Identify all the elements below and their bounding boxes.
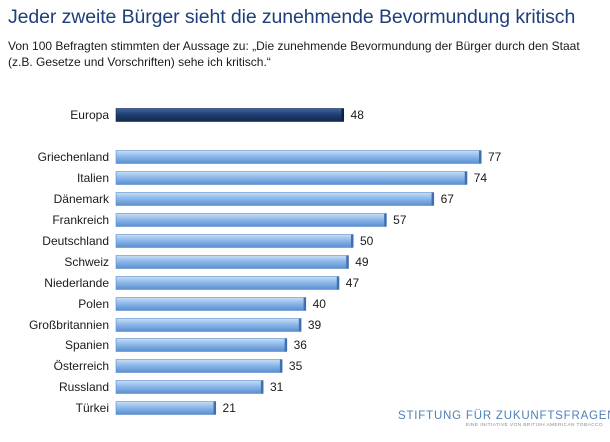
logo-name: STIFTUNG FÜR ZUKUNFTSFRAGEN [398,410,610,422]
bar [115,150,482,164]
bar-end-cap [336,276,340,290]
value-label: 74 [474,171,488,185]
bar [115,192,434,206]
bar-end-cap [346,255,349,269]
bar [115,401,216,415]
bar-end-cap [279,359,283,373]
bar [115,234,354,248]
value-label: 47 [346,276,360,290]
value-label: 39 [308,318,322,332]
bar-highlight [115,108,344,122]
value-label: 21 [223,401,237,415]
value-label: 48 [351,108,365,122]
bar-end-cap [464,171,468,185]
value-label: 31 [270,380,284,394]
bar-end-cap [431,192,435,206]
category-label: Dänemark [54,192,110,206]
bar [115,276,340,290]
category-label: Türkei [76,401,109,415]
bar-end-cap [351,234,354,248]
logo-tagline: EINE INITIATIVE VON BRITISH AMERICAN TOB… [465,423,603,428]
category-label: Österreich [54,359,109,373]
category-label: Deutschland [42,234,109,248]
category-label: Russland [59,380,109,394]
bar [115,380,264,394]
bar [115,255,349,269]
category-label: Frankreich [52,213,109,227]
chart-subtitle: Von 100 Befragten stimmten der Aussage z… [8,39,580,69]
chart-title: Jeder zweite Bürger sieht die zunehmende… [8,6,576,28]
bar-end-cap [384,213,387,227]
bar-end-cap [341,108,345,122]
bar-end-cap [284,338,288,352]
bar [115,213,387,227]
bar [115,297,306,311]
bar-end-cap [260,380,264,394]
bar [115,171,468,185]
bar-end-cap [478,150,482,164]
value-label: 57 [393,213,407,227]
category-label: Schweiz [64,255,109,269]
bar [115,318,302,332]
value-label: 67 [441,192,455,206]
bar [115,338,287,352]
category-label: Großbritannien [29,318,109,332]
bar [115,359,283,373]
category-label: Spanien [65,338,109,352]
category-label: Griechenland [38,150,109,164]
bar-end-cap [298,318,302,332]
value-label: 77 [488,150,502,164]
bar-end-cap [213,401,217,415]
category-label: Polen [78,297,109,311]
category-label: Europa [70,108,109,122]
value-label: 35 [289,359,303,373]
value-label: 40 [313,297,327,311]
value-label: 49 [355,255,369,269]
value-label: 50 [360,234,374,248]
stiftung-logo: STIFTUNG FÜR ZUKUNFTSFRAGEN EINE INITIAT… [398,410,610,428]
bar-end-cap [303,297,307,311]
value-label: 36 [294,338,308,352]
category-label: Niederlande [44,276,109,290]
category-label: Italien [77,171,109,185]
